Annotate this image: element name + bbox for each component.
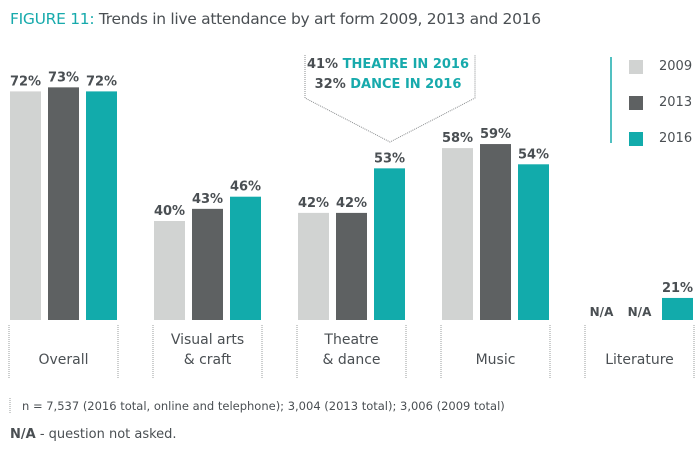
- category-label-line: Literature: [605, 352, 674, 368]
- legend-swatch-2016: [629, 131, 643, 146]
- legend-item-2013: 2013: [629, 95, 692, 110]
- legend-item-2016: 2016: [629, 131, 692, 146]
- bar-overall-2016: [86, 91, 117, 321]
- na-text: - question not asked.: [35, 427, 177, 442]
- bar-overall-2009: [10, 91, 41, 321]
- value-label-visual-arts-craft-2009: 40%: [154, 204, 185, 219]
- bar-theatre-dance-2013: [336, 212, 367, 320]
- bar-music-2016: [518, 164, 549, 320]
- callout-arrow: [304, 55, 476, 143]
- na-footnote: N/A - question not asked.: [10, 427, 177, 442]
- bar-literature-2016: [662, 297, 693, 320]
- chart-title: FIGURE 11: Trends in live attendance by …: [10, 10, 541, 28]
- value-label-music-2013: 59%: [480, 127, 511, 142]
- na-label-literature-2009: N/A: [590, 305, 614, 319]
- category-label-line: Overall: [38, 352, 89, 368]
- bar-music-2013: [480, 144, 511, 320]
- callout-dance-text: DANCE IN 2016: [350, 77, 462, 92]
- callout-theatre-value: 41%: [306, 57, 339, 72]
- legend-label: 2009: [659, 59, 693, 74]
- value-label-visual-arts-craft-2013: 43%: [192, 192, 223, 207]
- bar-music-2009: [442, 148, 473, 320]
- bar-overall-2013: [48, 87, 79, 320]
- value-label-music-2016: 54%: [518, 147, 549, 162]
- category-label-music: Music: [442, 350, 549, 370]
- value-label-theatre-dance-2009: 42%: [298, 196, 329, 211]
- legend-swatch-2013: [629, 95, 643, 110]
- callout-dance-value: 32%: [314, 77, 346, 92]
- theatre-dance-callout: 41% THEATRE IN 2016 32% DANCE IN 2016: [300, 55, 476, 95]
- value-label-overall-2013: 73%: [48, 70, 79, 85]
- category-label-visual-arts-craft: Visual arts & craft: [154, 330, 261, 370]
- category-label-line: & craft: [183, 352, 232, 368]
- na-label-literature-2013: N/A: [628, 305, 652, 319]
- legend-swatch-2009: [629, 59, 643, 74]
- bar-visual-arts-craft-2009: [154, 221, 185, 320]
- legend-item-2009: 2009: [629, 59, 692, 74]
- category-label-overall: Overall: [10, 350, 117, 370]
- na-label: N/A: [10, 427, 36, 442]
- sample-size-footnote: n = 7,537 (2016 total, online and teleph…: [22, 399, 505, 413]
- value-label-theatre-dance-2013: 42%: [336, 196, 367, 211]
- legend-label: 2016: [659, 131, 693, 146]
- category-label-line: Music: [475, 352, 516, 368]
- bar-theatre-dance-2009: [298, 212, 329, 320]
- value-label-visual-arts-craft-2016: 46%: [230, 180, 261, 195]
- legend-label: 2013: [659, 95, 693, 110]
- bar-visual-arts-craft-2013: [192, 208, 223, 320]
- category-label-line: & dance: [322, 352, 381, 368]
- value-label-theatre-dance-2016: 53%: [374, 151, 405, 166]
- value-label-overall-2009: 72%: [10, 74, 41, 89]
- category-label-line: Theatre: [324, 332, 379, 348]
- category-label-theatre-dance: Theatre & dance: [298, 330, 405, 370]
- title-text: Trends in live attendance by art form 20…: [98, 10, 541, 28]
- callout-theatre-text: THEATRE IN 2016: [342, 57, 470, 72]
- category-label-literature: Literature: [586, 350, 693, 370]
- value-label-overall-2016: 72%: [86, 74, 117, 89]
- value-label-music-2009: 58%: [442, 131, 473, 146]
- bar-visual-arts-craft-2016: [230, 196, 261, 320]
- value-label-literature-2016: 21%: [662, 281, 693, 296]
- figure-label: FIGURE 11:: [10, 10, 95, 28]
- bar-theatre-dance-2016: [374, 168, 405, 320]
- category-label-line: Visual arts: [170, 332, 245, 348]
